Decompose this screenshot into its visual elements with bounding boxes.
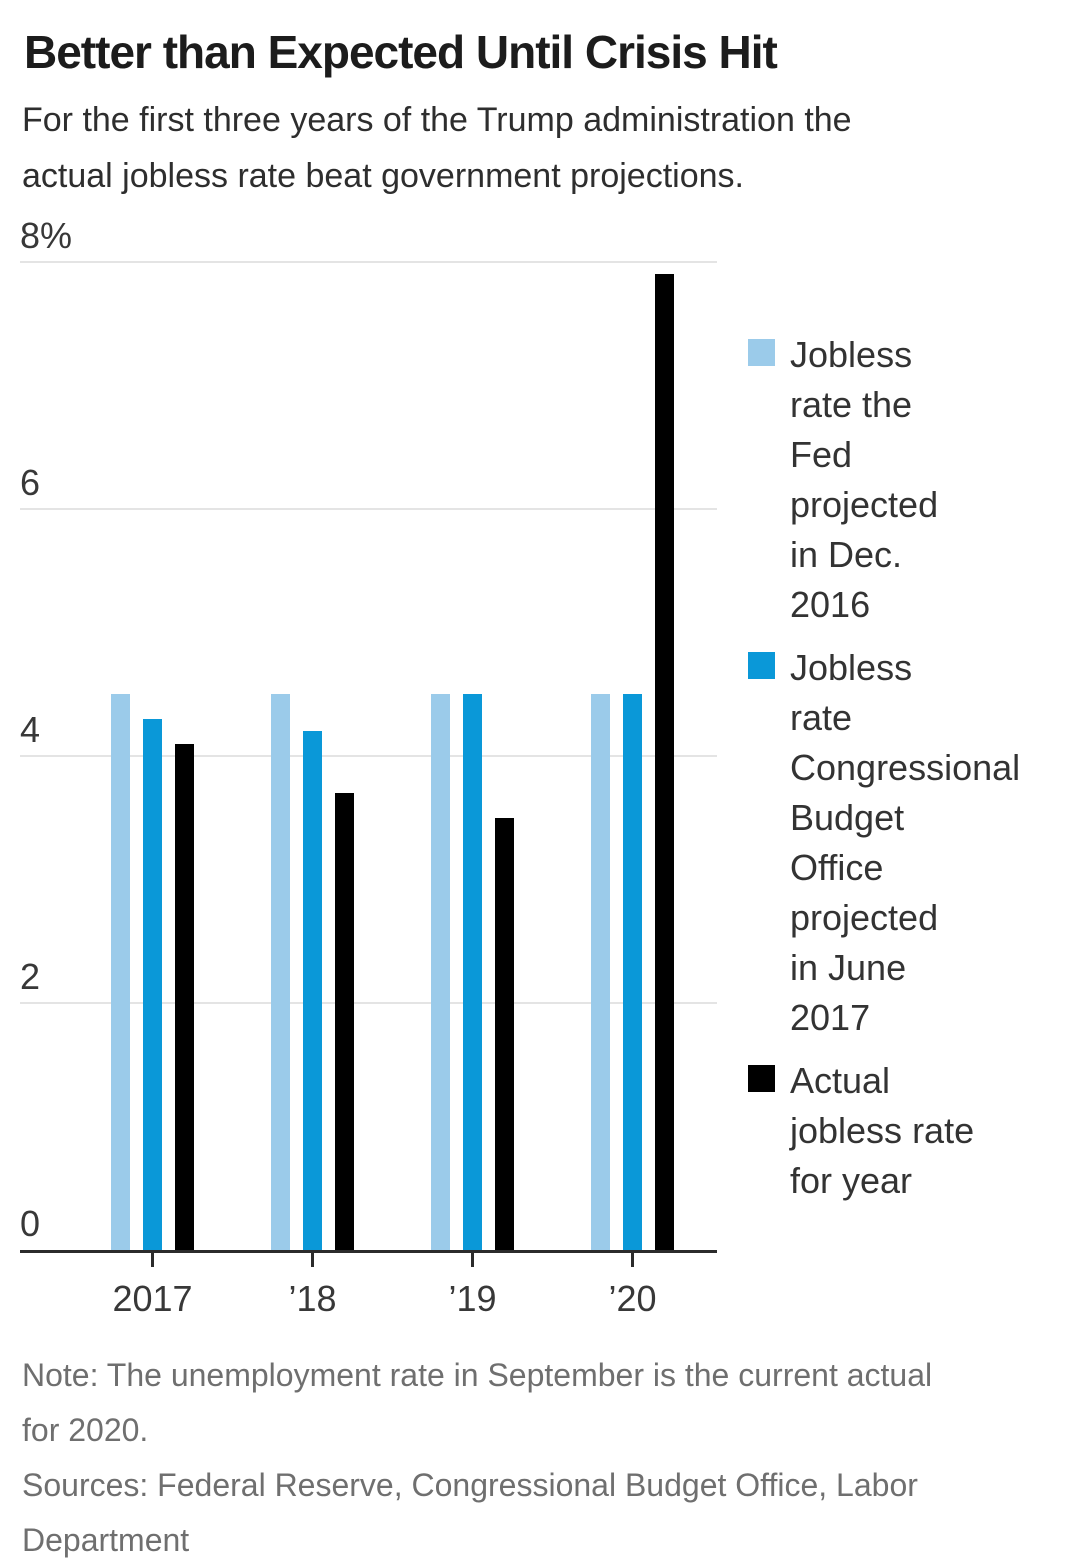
bar-series2-18 <box>303 731 322 1250</box>
x-axis-tick <box>311 1253 314 1267</box>
legend-label: Jobless rate Congressional Budget Office… <box>790 647 1021 1038</box>
x-axis-label-19: ’19 <box>448 1278 497 1319</box>
chart-note: Note: The unemployment rate in September… <box>22 1357 933 1448</box>
y-axis-label-4: 4 <box>20 709 41 750</box>
chart-title: Better than Expected Until Crisis Hit <box>24 26 778 78</box>
y-axis-label-2: 2 <box>20 956 41 997</box>
legend-label: Jobless rate the Fed projected in Dec. 2… <box>790 334 939 625</box>
bar-series3-19 <box>495 818 514 1250</box>
bar-series1-2017 <box>111 694 130 1250</box>
gridline-6 <box>20 508 717 510</box>
x-axis-tick <box>151 1253 154 1267</box>
x-axis-line <box>20 1250 717 1253</box>
y-axis-label-0: 0 <box>20 1203 41 1244</box>
gridline-4 <box>20 755 717 757</box>
bar-series1-18 <box>271 694 290 1250</box>
y-axis-label-6: 6 <box>20 462 41 503</box>
chart-subtitle: For the first three years of the Trump a… <box>22 101 852 195</box>
bar-series1-20 <box>591 694 610 1250</box>
legend-label: Actual jobless rate for year <box>790 1060 975 1201</box>
legend-item-fed-projection: Jobless rate the Fed projected in Dec. 2… <box>748 330 1068 630</box>
x-axis-label-2017: 2017 <box>112 1278 193 1319</box>
bar-series3-18 <box>335 793 354 1250</box>
cbo-projection-swatch-icon <box>748 652 775 679</box>
bar-series2-19 <box>463 694 482 1250</box>
x-axis-tick <box>631 1253 634 1267</box>
bar-series1-19 <box>431 694 450 1250</box>
bar-series2-20 <box>623 694 642 1250</box>
gridline-2 <box>20 1002 717 1004</box>
gridline-8 <box>20 261 717 263</box>
legend-item-actual-rate: Actual jobless rate for year <box>748 1056 1068 1206</box>
fed-projection-swatch-icon <box>748 339 775 366</box>
y-axis-label-8: 8% <box>20 215 73 256</box>
actual-rate-swatch-icon <box>748 1065 775 1092</box>
x-axis-tick <box>471 1253 474 1267</box>
legend-item-cbo-projection: Jobless rate Congressional Budget Office… <box>748 643 1068 1043</box>
chart-sources: Sources: Federal Reserve, Congressional … <box>22 1467 918 1558</box>
chart-legend: Jobless rate the Fed projected in Dec. 2… <box>748 330 1068 1219</box>
bar-series2-2017 <box>143 719 162 1250</box>
x-axis-label-18: ’18 <box>288 1278 337 1319</box>
bar-series3-20 <box>655 274 674 1250</box>
bar-series3-2017 <box>175 744 194 1250</box>
x-axis-label-20: ’20 <box>608 1278 657 1319</box>
